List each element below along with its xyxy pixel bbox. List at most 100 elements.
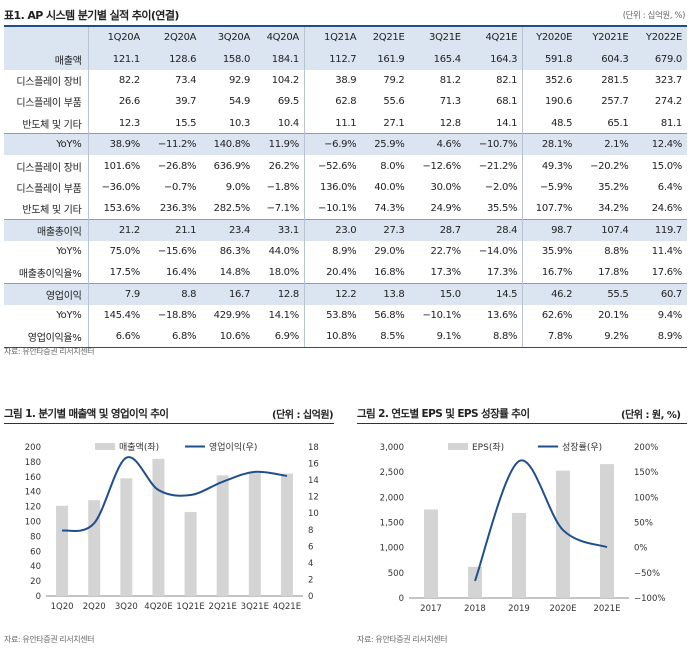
y2-tick-label: 2 bbox=[308, 575, 313, 585]
table-column-header: 2Q21E bbox=[361, 27, 410, 49]
table-cell: 68.1 bbox=[496, 96, 518, 108]
y-tick-label: 120 bbox=[25, 503, 41, 513]
table-cell: 38.9 bbox=[303, 69, 362, 92]
table-column-header: 3Q21E bbox=[409, 27, 466, 49]
table-column-header: 1Q21A bbox=[303, 27, 362, 49]
table-cell: 30.0% bbox=[430, 181, 462, 193]
y2-tick-label: 8 bbox=[308, 526, 313, 536]
table-cell: 9.2% bbox=[577, 326, 634, 349]
table-cell: −10.7% bbox=[465, 133, 523, 156]
table-cell: 14.5 bbox=[465, 283, 523, 306]
table-row: 매출총이익율% 17.5% 16.4% 14.8% 18.0% 20.4% 16.8% 17.… bbox=[4, 262, 687, 284]
x-tick-label: 1Q20 bbox=[51, 602, 74, 612]
x-tick-label: 2018 bbox=[464, 604, 486, 614]
table-cell: 24.6% bbox=[651, 203, 683, 215]
table-cell: 11.4% bbox=[651, 246, 683, 258]
x-tick-label: 2Q20 bbox=[83, 602, 106, 612]
table-cell: 165.4 bbox=[409, 48, 466, 70]
table-cell: 35.2% bbox=[598, 181, 629, 193]
table-cell: 23.0 bbox=[303, 219, 362, 241]
table-cell: 7.8% bbox=[522, 326, 578, 349]
x-tick-label: 4Q21E bbox=[273, 602, 301, 612]
table-cell: 281.5 bbox=[601, 74, 629, 86]
figure1-rule bbox=[4, 423, 334, 424]
table-cell: 158.0 bbox=[201, 48, 256, 70]
table-cell: 40.0% bbox=[374, 181, 405, 193]
x-tick-label: 3Q20 bbox=[115, 602, 138, 612]
table-cell: 28.1% bbox=[522, 133, 578, 156]
table-cell: 128.6 bbox=[144, 48, 202, 70]
x-tick-label: 4Q20E bbox=[144, 602, 172, 612]
table-cell: 23.4 bbox=[201, 219, 256, 241]
table-cell: 65.1 bbox=[607, 117, 629, 129]
series-line-성장률(우) bbox=[474, 459, 608, 582]
table-cell: 17.6% bbox=[651, 267, 683, 279]
table-row: 매출액 121.1 128.6 158.0 184.1 112.7 161.9 165.4 16… bbox=[4, 48, 687, 70]
y2-tick-label: 10 bbox=[308, 509, 319, 519]
table-cell: 73.4 bbox=[175, 74, 197, 86]
y-tick-label: 3,000 bbox=[380, 443, 404, 453]
table-cell: 75.0% bbox=[87, 240, 145, 263]
table-cell: 352.6 bbox=[522, 69, 578, 92]
y2-tick-label: 200% bbox=[634, 443, 658, 453]
y-tick-label: 1,000 bbox=[380, 544, 404, 554]
table-cell: −20.2% bbox=[590, 160, 629, 172]
table-cell: −11.2% bbox=[144, 133, 202, 156]
row-label: 반도체 및 기타 bbox=[22, 205, 82, 217]
table-row: 영업이익율% 6.6% 6.8% 10.6% 6.9% 10.8% 8.5% 9.1% 8.8%… bbox=[4, 326, 687, 349]
x-tick-label: 1Q21E bbox=[176, 602, 204, 612]
table-cell: 27.3 bbox=[361, 219, 410, 241]
y2-tick-label: 16 bbox=[308, 460, 319, 470]
figure2-unit: (단위 : 원, %) bbox=[621, 410, 681, 421]
bar-2Q20 bbox=[88, 500, 101, 596]
table-cell: −26.8% bbox=[157, 160, 197, 172]
y2-tick-label: 14 bbox=[308, 476, 319, 486]
row-label: 영업이익율% bbox=[4, 326, 88, 349]
table-column-header: Y2020E bbox=[522, 27, 578, 49]
table-cell: 10.3 bbox=[228, 117, 251, 129]
row-label: 디스플레이 장비 bbox=[16, 76, 82, 88]
x-tick-label: 2021E bbox=[593, 604, 620, 614]
table-row: 매출총이익 21.2 21.1 23.4 33.1 23.0 27.3 28.7 28.4 98.… bbox=[4, 219, 687, 241]
table-header-row: 1Q20A 2Q20A 3Q20A 4Q20A 1Q21A 2Q21E 3Q21E 4Q21E… bbox=[4, 27, 687, 49]
table-column-header: Y2021E bbox=[577, 27, 634, 49]
table-cell: 28.4 bbox=[465, 219, 523, 241]
bar-2Q21E bbox=[216, 475, 229, 596]
table-title: 표1. AP 시스템 분기별 실적 추이(연결) bbox=[4, 9, 179, 22]
table-cell: 44.0% bbox=[268, 246, 300, 258]
table-cell: 26.2% bbox=[268, 160, 300, 172]
table-column-header: 1Q20A bbox=[87, 27, 145, 49]
table-cell: 15.0 bbox=[409, 283, 466, 306]
table-cell: 11.9% bbox=[255, 133, 305, 156]
figure1-title: 그림 1. 분기별 매출액 및 영업이익 추이 bbox=[4, 408, 169, 420]
y2-tick-label: 50% bbox=[634, 519, 653, 529]
table-cell: 21.1 bbox=[144, 219, 202, 241]
table-cell: 33.1 bbox=[255, 219, 305, 241]
legend-swatch-bar bbox=[448, 443, 468, 450]
table-source: 자료: 유안타증권 리서치센터 bbox=[4, 347, 95, 356]
y-tick-label: 160 bbox=[25, 473, 41, 483]
table-cell: 121.1 bbox=[87, 48, 145, 70]
table-cell: 35.5% bbox=[486, 203, 518, 215]
legend-swatch-bar bbox=[95, 443, 115, 450]
table-cell: 62.8 bbox=[303, 91, 362, 113]
table-cell: 11.1 bbox=[303, 112, 362, 134]
table-cell: 8.8% bbox=[604, 246, 629, 258]
table-cell: 8.8% bbox=[465, 326, 523, 349]
table-cell: 9.1% bbox=[409, 326, 466, 349]
table-cell: 20.4% bbox=[303, 262, 362, 284]
table-cell: 119.7 bbox=[633, 219, 687, 241]
table-cell: 92.9 bbox=[228, 74, 251, 86]
table-cell: 29.0% bbox=[374, 246, 405, 258]
table-cell: −52.6% bbox=[303, 155, 362, 177]
table-cell: 591.8 bbox=[522, 48, 578, 70]
table-cell: 60.7 bbox=[633, 283, 687, 306]
table-cell: 21.2 bbox=[87, 219, 145, 241]
table-cell: −1.8% bbox=[266, 181, 300, 193]
y2-tick-label: 4 bbox=[308, 559, 313, 569]
table-cell: 28.7 bbox=[409, 219, 466, 241]
y-tick-label: 200 bbox=[25, 443, 41, 453]
table-cell: 6.8% bbox=[144, 326, 202, 349]
table-cell: 16.7% bbox=[522, 262, 578, 284]
table-cell: 46.2 bbox=[522, 283, 578, 306]
